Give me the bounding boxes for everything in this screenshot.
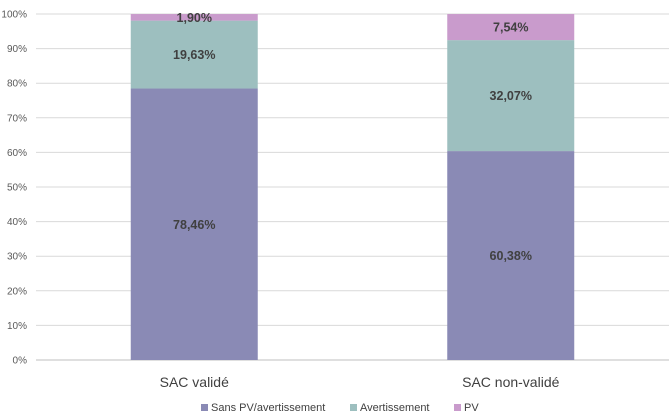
y-tick-label: 20% [7, 286, 27, 297]
legend: Sans PV/avertissement Avertissement PV [201, 402, 479, 414]
x-axis-categories: SAC validé SAC non-validé [160, 374, 560, 390]
bar-segment [447, 40, 575, 152]
y-tick-label: 50% [7, 183, 27, 194]
data-label: 19,63% [173, 48, 215, 62]
y-tick-label: 100% [1, 10, 27, 21]
y-tick-label: 0% [13, 356, 28, 367]
y-tick-label: 30% [7, 252, 27, 263]
y-tick-label: 70% [7, 113, 27, 124]
bar-segment [447, 14, 575, 41]
data-label: 7,54% [493, 21, 528, 35]
y-tick-label: 40% [7, 217, 27, 228]
legend-label: Sans PV/avertissement [211, 402, 325, 414]
bar-segment [130, 88, 258, 361]
legend-label: Avertissement [360, 402, 430, 414]
legend-label: PV [464, 402, 479, 414]
bars: 78,46% 19,63% 1,90% 60,38% 32,07% 7,54% [130, 11, 575, 361]
bar-segment [130, 20, 258, 89]
legend-swatch [454, 404, 461, 411]
x-category-label: SAC validé [160, 374, 229, 390]
data-label: 78,46% [173, 218, 215, 232]
y-tick-label: 90% [7, 44, 27, 55]
y-tick-label: 60% [7, 148, 27, 159]
bar-segment [130, 14, 258, 21]
data-label: 32,07% [490, 89, 532, 103]
legend-swatch [201, 404, 208, 411]
bar-segment [447, 151, 575, 360]
legend-swatch [350, 404, 357, 411]
y-axis-ticks: 0% 10% 20% 30% 40% 50% 60% 70% 80% 90% 100% [1, 10, 27, 367]
data-label: 60,38% [490, 249, 532, 263]
y-tick-label: 80% [7, 79, 27, 90]
x-category-label: SAC non-validé [462, 374, 559, 390]
data-label: 1,90% [177, 11, 212, 25]
y-tick-label: 10% [7, 321, 27, 332]
